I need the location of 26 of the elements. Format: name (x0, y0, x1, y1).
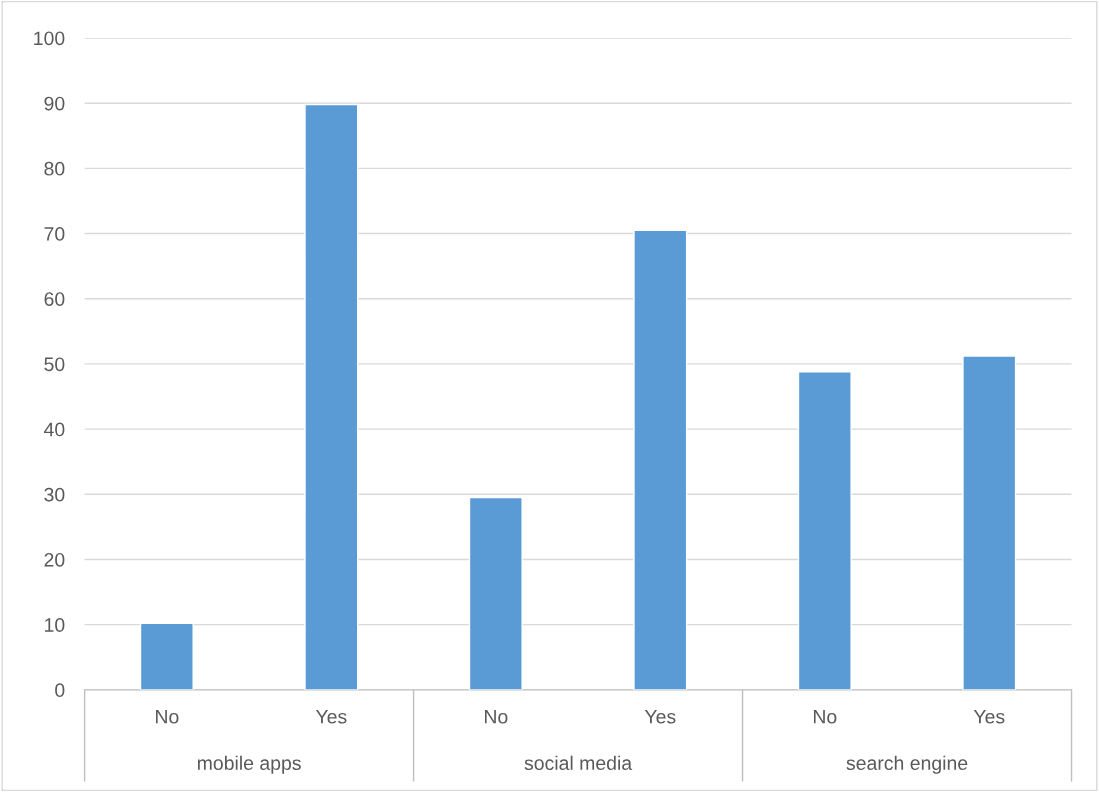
x-tick-label: No (156, 709, 179, 724)
y-tick-label: 0 (55, 683, 65, 698)
x-tick-label: Yes (644, 709, 676, 724)
bar (468, 496, 523, 690)
text: search engine (846, 755, 968, 774)
bar (633, 229, 688, 690)
y-tick-label: 100 (34, 31, 65, 46)
x-tick-label: Yes (973, 709, 1005, 724)
bar (304, 103, 359, 690)
x-tick-label: No (813, 709, 837, 724)
y-tick-label: 40 (44, 422, 65, 437)
text: mobile apps (197, 755, 301, 774)
y-tick-label: 30 (44, 487, 65, 502)
y-tick-label: 60 (44, 292, 65, 306)
bar (797, 371, 852, 690)
text: social media (524, 755, 633, 771)
x-tick-label: No (485, 709, 508, 724)
y-tick-label: 20 (44, 552, 65, 567)
y-tick-label: 90 (44, 96, 65, 111)
bar (962, 355, 1017, 690)
y-tick-label: 10 (45, 618, 65, 632)
y-tick-label: 50 (44, 357, 65, 372)
x-tick-label: Yes (315, 709, 347, 724)
bar (139, 622, 194, 690)
y-tick-label: 70 (44, 227, 65, 241)
y-tick-label: 80 (44, 161, 65, 176)
